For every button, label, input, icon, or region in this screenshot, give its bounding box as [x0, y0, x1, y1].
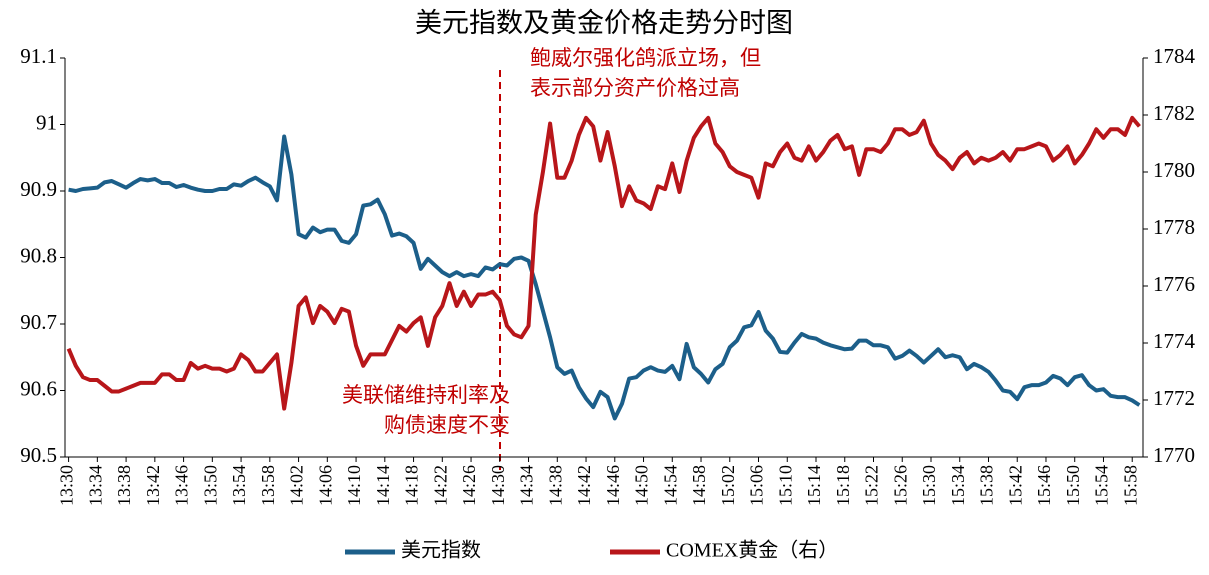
x-tick-label: 15:58 — [1120, 465, 1140, 506]
chart-title: 美元指数及黄金价格走势分时图 — [415, 8, 793, 38]
x-tick-label: 13:38 — [114, 465, 134, 506]
x-tick-label: 13:30 — [57, 465, 77, 506]
x-tick-label: 15:46 — [1034, 465, 1054, 506]
x-tick-label: 15:10 — [775, 465, 795, 506]
y2-tick-label: 1780 — [1153, 158, 1195, 182]
annotation: 表示部分资产价格过高 — [530, 76, 740, 100]
x-tick-label: 15:22 — [862, 465, 882, 506]
x-tick-label: 13:50 — [200, 465, 220, 506]
x-tick-label: 14:26 — [459, 465, 479, 506]
x-tick-label: 15:34 — [948, 465, 968, 506]
y2-tick-label: 1772 — [1153, 386, 1195, 410]
y2-tick-label: 1782 — [1153, 101, 1195, 125]
y-tick-label: 90.5 — [20, 443, 57, 467]
x-tick-label: 14:06 — [315, 465, 335, 506]
x-tick-label: 15:42 — [1005, 465, 1025, 506]
x-tick-label: 14:54 — [660, 465, 680, 506]
y2-tick-label: 1774 — [1153, 329, 1196, 353]
x-tick-label: 13:58 — [258, 465, 278, 506]
y-tick-label: 90.7 — [20, 310, 57, 334]
x-tick-label: 13:46 — [172, 465, 192, 506]
x-tick-label: 15:26 — [890, 465, 910, 506]
y-tick-label: 91 — [36, 110, 57, 134]
x-tick-label: 15:02 — [718, 465, 738, 506]
x-tick-label: 14:34 — [517, 465, 537, 506]
x-tick-label: 14:10 — [344, 465, 364, 506]
annotation: 美联储维持利率及 — [342, 383, 510, 407]
annotation: 鲍威尔强化鸽派立场，但 — [530, 46, 761, 70]
x-tick-label: 14:50 — [632, 465, 652, 506]
y-tick-label: 90.8 — [20, 243, 57, 267]
y2-tick-label: 1770 — [1153, 443, 1195, 467]
series-line — [66, 115, 1141, 411]
x-tick-label: 14:14 — [373, 465, 393, 506]
x-tick-label: 14:02 — [287, 465, 307, 506]
x-tick-label: 14:38 — [545, 465, 565, 506]
annotation: 购债速度不变 — [384, 413, 510, 437]
x-tick-label: 13:42 — [143, 465, 163, 506]
y-tick-label: 91.1 — [20, 44, 57, 68]
x-tick-label: 13:34 — [85, 465, 105, 506]
x-tick-label: 14:18 — [402, 465, 422, 506]
x-tick-label: 15:14 — [804, 465, 824, 506]
x-tick-label: 15:38 — [977, 465, 997, 506]
x-tick-label: 15:06 — [747, 465, 767, 506]
x-tick-label: 15:54 — [1092, 465, 1112, 506]
x-tick-label: 15:50 — [1063, 465, 1083, 506]
y2-tick-label: 1778 — [1153, 215, 1195, 239]
x-tick-label: 14:30 — [488, 465, 508, 506]
y-tick-label: 90.9 — [20, 177, 57, 201]
legend-label: COMEX黄金（右） — [666, 539, 838, 562]
x-tick-label: 13:54 — [229, 465, 249, 506]
legend-label: 美元指数 — [401, 539, 481, 562]
x-tick-label: 14:22 — [430, 465, 450, 506]
x-tick-label: 14:46 — [603, 465, 623, 506]
y2-tick-label: 1784 — [1153, 44, 1196, 68]
x-tick-label: 15:30 — [919, 465, 939, 506]
series-line — [68, 134, 1141, 421]
x-tick-label: 14:58 — [689, 465, 709, 506]
x-tick-label: 15:18 — [833, 465, 853, 506]
y2-tick-label: 1776 — [1153, 272, 1195, 296]
y-tick-label: 90.6 — [20, 376, 57, 400]
x-tick-label: 14:42 — [574, 465, 594, 506]
